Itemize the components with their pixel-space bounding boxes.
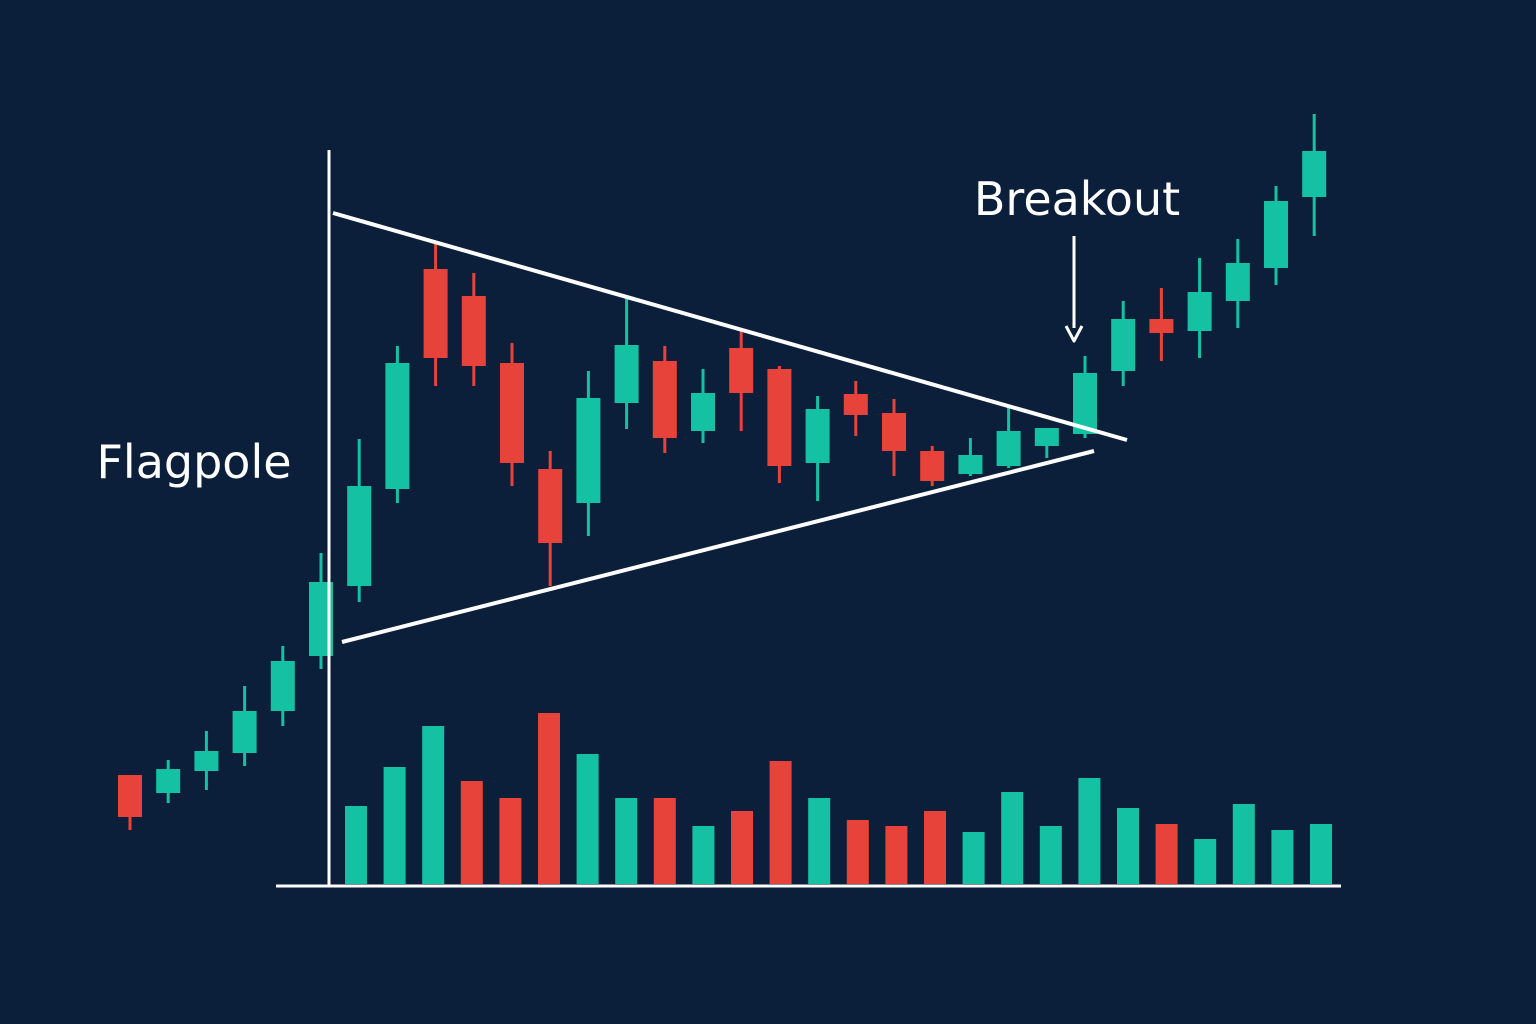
- volume-bar: [769, 761, 792, 884]
- candle: [347, 439, 372, 602]
- candle-body: [576, 398, 601, 503]
- candle-body: [118, 775, 142, 817]
- candle-body: [920, 451, 945, 481]
- candle: [1225, 239, 1250, 328]
- candle-body: [1111, 319, 1136, 371]
- candle-body: [423, 269, 448, 358]
- candle-body: [805, 409, 830, 463]
- volume-bar: [1271, 830, 1294, 884]
- candle: [1111, 301, 1136, 386]
- candle-body: [538, 469, 563, 543]
- candles-layer: [118, 114, 1327, 830]
- volume-bar: [1310, 824, 1332, 884]
- candle: [843, 381, 868, 436]
- candle: [1187, 258, 1212, 358]
- candle: [1149, 288, 1174, 361]
- volume-bar: [1039, 826, 1062, 884]
- volume-bar: [731, 811, 753, 884]
- volume-bar: [1117, 808, 1139, 884]
- candle: [156, 760, 181, 803]
- candle-body: [156, 769, 181, 793]
- candle-body: [958, 455, 983, 474]
- candle: [461, 273, 486, 386]
- candle-body: [461, 296, 486, 366]
- candle: [1034, 428, 1059, 458]
- candle: [1264, 186, 1288, 285]
- candle: [767, 366, 792, 483]
- candle-body: [385, 363, 410, 489]
- volume-bar: [1155, 824, 1178, 884]
- candle: [1073, 356, 1097, 438]
- candle-body: [232, 711, 257, 753]
- volume-bar: [538, 713, 560, 884]
- volume-bar: [692, 826, 715, 884]
- volume-bar: [924, 811, 946, 884]
- candle: [194, 731, 219, 790]
- candle-body: [1149, 319, 1174, 333]
- volume-bar: [1232, 804, 1255, 884]
- candle-body: [347, 486, 372, 586]
- candle-body: [652, 361, 677, 438]
- flagpole-label: Flagpole: [96, 435, 291, 489]
- candle: [385, 346, 410, 503]
- candle-body: [614, 345, 639, 403]
- candle: [691, 369, 715, 443]
- breakout-arrow-head: [1064, 325, 1084, 343]
- candle-body: [1302, 151, 1327, 197]
- candle-body: [1187, 292, 1212, 331]
- volume-bar: [615, 798, 638, 884]
- volume-layer: [345, 713, 1332, 884]
- volume-bar: [962, 832, 985, 884]
- breakout-label: Breakout: [974, 172, 1180, 226]
- candle-body: [882, 413, 906, 451]
- volume-bar: [885, 826, 908, 884]
- volume-bar: [345, 806, 367, 884]
- volume-bar: [460, 781, 483, 884]
- candle-body: [729, 348, 754, 393]
- volume-bar: [653, 798, 676, 884]
- candle: [576, 371, 601, 536]
- candle: [270, 646, 295, 726]
- candle-body: [270, 661, 295, 711]
- candle-body: [500, 363, 524, 463]
- candle-body: [194, 751, 219, 771]
- candle: [729, 331, 754, 431]
- candle: [805, 396, 830, 501]
- candle-body: [1034, 428, 1059, 446]
- volume-bar: [1001, 792, 1024, 884]
- lower-trendline: [341, 449, 1095, 644]
- candle: [996, 406, 1021, 468]
- candle-body: [691, 393, 715, 431]
- candle-body: [1225, 263, 1250, 301]
- candle: [423, 243, 448, 386]
- candle: [1302, 114, 1327, 236]
- volume-bar: [808, 798, 831, 884]
- candle: [920, 446, 945, 486]
- volume-bar: [1078, 778, 1101, 884]
- volume-bar: [1194, 839, 1217, 884]
- volume-bar: [499, 798, 522, 884]
- candle: [958, 438, 983, 476]
- candle-body: [996, 431, 1021, 466]
- upper-trendline: [332, 211, 1128, 442]
- candle: [652, 346, 677, 453]
- candle: [614, 299, 639, 429]
- volume-bar: [422, 726, 445, 884]
- candle-body: [1264, 201, 1288, 268]
- volume-bar: [576, 754, 599, 884]
- candle: [882, 399, 906, 476]
- candle: [232, 686, 257, 766]
- candle-body: [767, 369, 792, 466]
- candle: [538, 451, 563, 586]
- volume-bar: [846, 820, 869, 884]
- volume-bar: [383, 767, 406, 884]
- candle-body: [843, 394, 868, 415]
- candle: [500, 343, 524, 486]
- candle: [118, 775, 142, 830]
